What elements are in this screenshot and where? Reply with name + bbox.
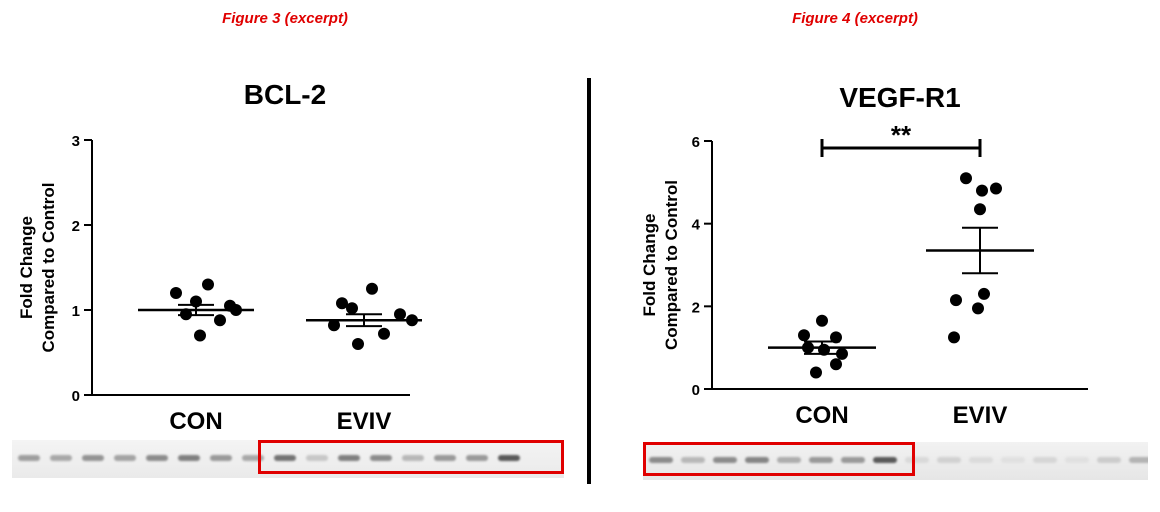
bcl2-y-tick-label: 0: [72, 388, 80, 405]
bcl2-data-point-eviv: [336, 297, 348, 310]
bcl2-western-blot: [12, 440, 564, 478]
figure4-caption: Figure 4 (excerpt): [792, 10, 918, 27]
blot-band: [1129, 457, 1148, 463]
blot-band: [242, 455, 264, 461]
vegfr1-y-axis-label: Fold Change Compared to Control: [640, 180, 681, 350]
blot-highlight-box-eviv: [258, 440, 564, 474]
blot-band: [50, 455, 72, 461]
blot-band: [274, 455, 296, 461]
bcl2-data-point-eviv: [352, 338, 364, 350]
bcl2-category-label-con: CON: [169, 408, 222, 435]
vegfr1-data-point-eviv: [974, 203, 986, 216]
bcl2-data-point-eviv: [394, 308, 406, 321]
vegfr1-y-tick-label: 2: [692, 299, 700, 316]
figure3-caption: Figure 3 (excerpt): [222, 10, 348, 27]
blot-band: [841, 457, 865, 463]
vegfr1-category-label-eviv: EVIV: [953, 402, 1008, 429]
blot-band: [146, 455, 168, 461]
vegfr1-data-point-eviv: [990, 182, 1002, 195]
blot-band: [498, 455, 520, 461]
blot-band: [969, 457, 993, 463]
blot-band: [210, 455, 232, 461]
vegfr1-data-point-eviv: [960, 172, 972, 185]
vegfr1-data-point-eviv: [950, 294, 962, 307]
blot-band: [18, 455, 40, 461]
vegfr1-data-point-con: [830, 358, 842, 371]
vegfr1-data-point-con: [836, 347, 848, 360]
bcl2-y-axis-label: Fold Change Compared to Control: [17, 183, 58, 353]
blot-band: [402, 455, 424, 461]
bcl2-data-point-con: [214, 314, 226, 327]
blot-band: [873, 457, 897, 463]
vegfr1-data-point-eviv: [978, 287, 990, 300]
vegfr1-significance-label: **: [891, 120, 912, 150]
vegfr1-data-point-con: [816, 314, 828, 327]
blot-band: [905, 457, 929, 463]
blot-band: [1097, 457, 1121, 463]
vegfr1-data-point-eviv: [976, 184, 988, 197]
vegfr1-y-tick-label: 4: [692, 217, 701, 234]
blot-band: [338, 455, 360, 461]
bcl2-data-point-con: [194, 329, 206, 342]
bcl2-title: BCL-2: [244, 79, 326, 110]
bcl2-data-point-eviv: [366, 282, 378, 295]
vegfr1-category-label-con: CON: [795, 402, 848, 429]
bcl2-category-label-eviv: EVIV: [337, 408, 392, 435]
bcl2-y-tick-label: 2: [72, 218, 80, 235]
bcl2-data-point-eviv: [346, 302, 358, 315]
blot-band: [82, 455, 104, 461]
blot-band: [649, 457, 673, 463]
blot-band: [370, 455, 392, 461]
blot-band: [809, 457, 833, 463]
blot-band: [466, 455, 488, 461]
blot-band: [681, 457, 705, 463]
vegfr1-y-tick-label: 6: [692, 134, 700, 151]
vegfr1-chart: VEGF-R1 0 2 4 6 Fold Change Compared to Contro…: [640, 82, 1088, 429]
vegfr1-western-blot: [643, 442, 1148, 480]
vegfr1-data-point-con: [798, 329, 810, 342]
panel-divider: [587, 78, 591, 484]
bcl2-y-tick-label: 3: [72, 133, 80, 150]
blot-highlight-box-con: [643, 442, 915, 476]
vegfr1-data-point-eviv: [948, 331, 960, 344]
bcl2-data-point-con: [202, 278, 214, 291]
blot-band: [713, 457, 737, 463]
blot-band: [178, 455, 200, 461]
bcl2-y-tick-label: 1: [72, 303, 80, 320]
blot-band: [434, 455, 456, 461]
blot-band: [1001, 457, 1025, 463]
blot-band: [937, 457, 961, 463]
vegfr1-title: VEGF-R1: [839, 82, 960, 113]
blot-band: [745, 457, 769, 463]
vegfr1-data-point-eviv: [972, 302, 984, 315]
bcl2-data-point-con: [170, 287, 182, 299]
vegfr1-data-point-con: [830, 331, 842, 344]
bcl2-chart: BCL-2 0 1 2 3 Fold Change Compared to Control C…: [17, 79, 422, 435]
blot-band: [114, 455, 136, 461]
blot-band: [306, 455, 328, 461]
blot-band: [1033, 457, 1057, 463]
bcl2-data-point-eviv: [378, 327, 390, 340]
blot-band: [777, 457, 801, 463]
vegfr1-y-tick-label: 0: [692, 382, 700, 399]
vegfr1-data-point-con: [810, 366, 822, 379]
bcl2-data-point-eviv: [328, 319, 340, 332]
blot-band: [1065, 457, 1089, 463]
